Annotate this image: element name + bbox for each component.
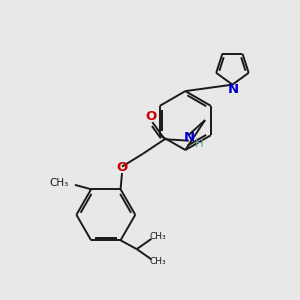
Text: N: N [227, 83, 239, 96]
Text: CH₃: CH₃ [150, 232, 166, 241]
Text: O: O [116, 161, 128, 174]
Text: O: O [146, 110, 157, 123]
Text: CH₃: CH₃ [150, 257, 166, 266]
Text: N: N [184, 131, 195, 144]
Text: H: H [195, 137, 203, 150]
Text: CH₃: CH₃ [49, 178, 68, 188]
